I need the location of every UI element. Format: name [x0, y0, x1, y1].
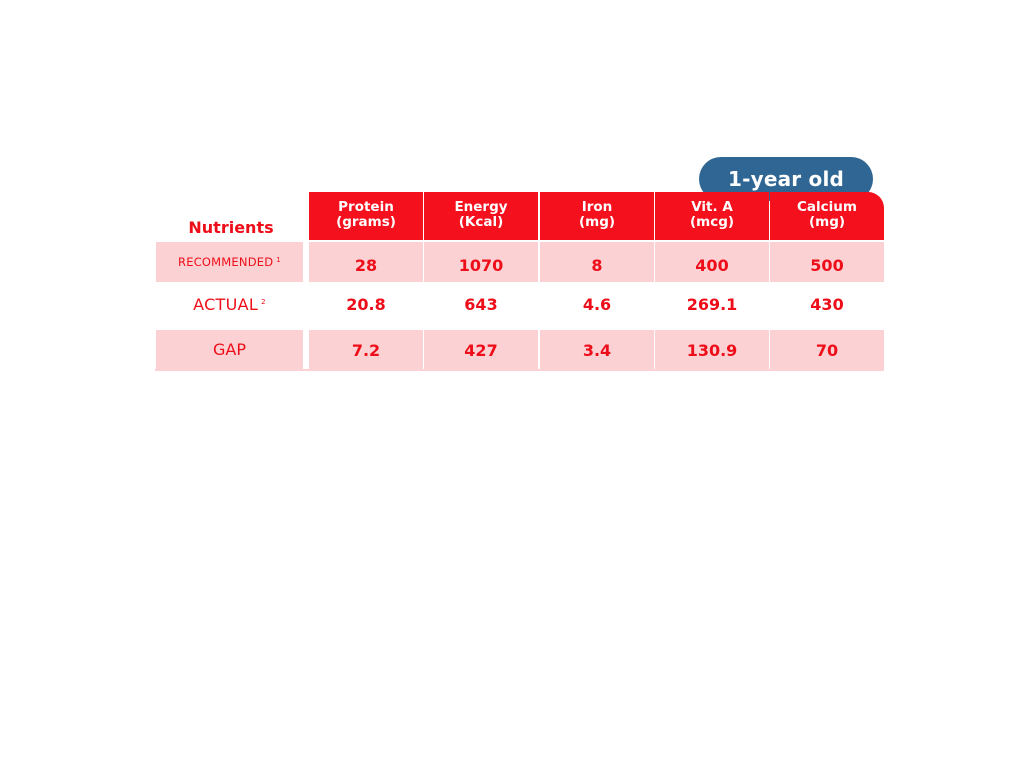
table-cell: 20.8 — [346, 294, 386, 314]
table-cell: 400 — [655, 242, 769, 282]
table-cell: 4.6 — [582, 294, 612, 314]
table-cell: 643 — [464, 294, 498, 314]
row-label: ACTUAL 2 — [156, 283, 303, 325]
table-cell: 28 — [309, 242, 423, 282]
column-header: Calcium (mg) — [770, 192, 884, 240]
table-cell: 427 — [424, 330, 538, 369]
table-cell: 269.1 — [686, 294, 738, 314]
table-cell: 130.9 — [655, 330, 769, 369]
table-cell: 70 — [770, 330, 884, 369]
row-header-title: Nutrients — [188, 217, 274, 237]
row-label-text: GAP — [213, 340, 246, 359]
row-label-text: ACTUAL — [193, 294, 259, 314]
column-header: Vit. A (mcg) — [655, 192, 769, 240]
table-cell: 8 — [540, 242, 654, 282]
column-header: Energy (Kcal) — [424, 192, 538, 240]
table-cell: 500 — [770, 242, 884, 282]
table-cell: 7.2 — [309, 330, 423, 369]
table-bottom-border — [155, 369, 884, 371]
footnote-marker: 2 — [261, 298, 266, 306]
row-label: RECOMMENDED 1 — [156, 242, 303, 282]
column-header: Iron (mg) — [540, 192, 654, 240]
table-cell: 430 — [810, 294, 844, 314]
row-label: GAP — [156, 330, 303, 369]
column-header: Protein (grams) — [309, 192, 423, 240]
row-label-text: RECOMMENDED — [178, 255, 274, 269]
table-cell: 1070 — [424, 242, 538, 282]
table-cell: 3.4 — [540, 330, 654, 369]
footnote-marker: 1 — [276, 256, 281, 264]
